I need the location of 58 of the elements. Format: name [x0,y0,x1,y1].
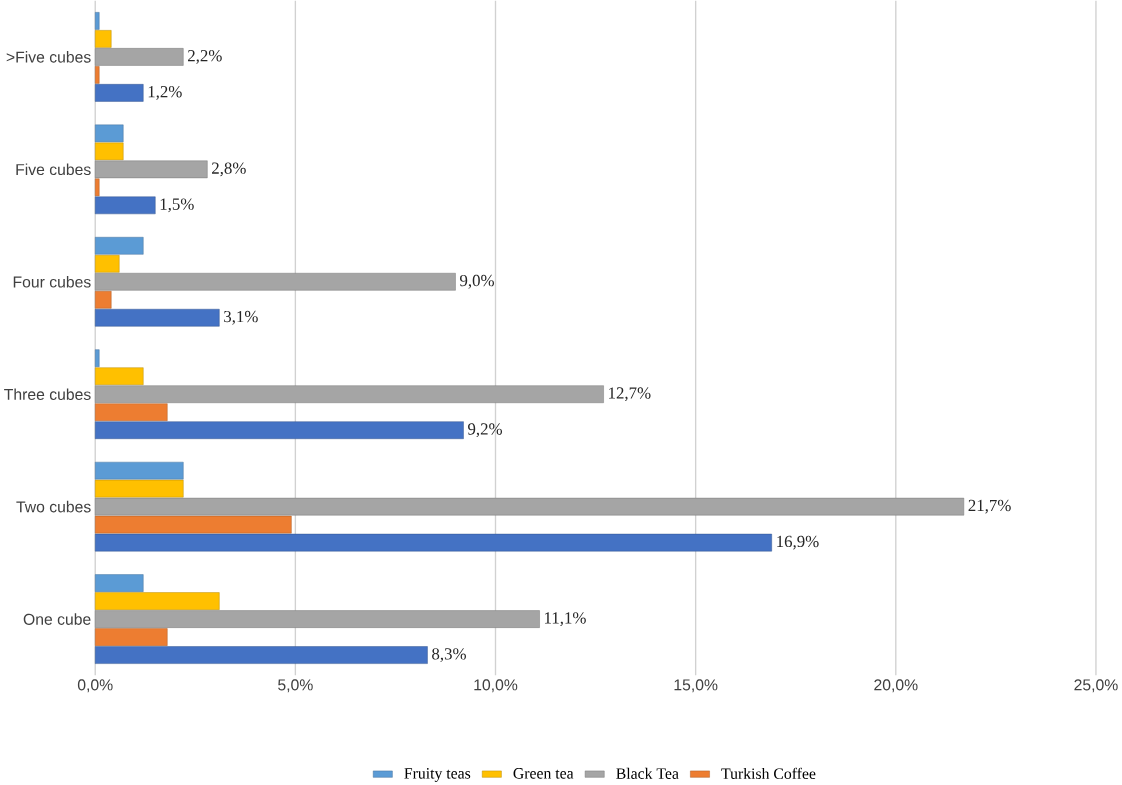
bar [94,367,144,385]
bar [94,178,100,197]
bar [94,48,184,66]
bar [94,592,220,610]
bar [94,574,144,592]
x-tick-label: 0,0% [77,679,113,693]
bar [94,628,168,646]
bar [94,308,220,327]
bar [94,196,156,215]
data-label: 11,1% [545,612,586,626]
x-tick-label: 20,0% [874,679,918,693]
bar [94,237,144,255]
legend-label: Black Tea [616,767,679,779]
x-tick-label: 25,0% [1074,679,1118,693]
legend-label: Turkish Coffee [721,767,816,779]
bar [94,533,772,552]
data-label: 3,1% [224,310,258,325]
data-label: 2,2% [188,49,222,64]
data-label: 8,3% [432,648,466,662]
bar [94,124,124,143]
data-label: 16,9% [777,535,819,550]
bar [94,403,168,421]
x-tick-label: 5,0% [278,679,313,693]
y-tick-label: One cube [23,613,91,625]
y-tick-label: Two cubes [16,500,91,513]
bar [94,160,208,179]
data-label: 21,7% [968,499,1011,514]
data-label: 12,7% [609,387,651,402]
bar [94,255,120,273]
x-tick-label: 10,0% [474,679,518,693]
bar [94,610,540,628]
data-label: 1,5% [160,198,194,213]
x-tick-label: 15,0% [674,679,718,693]
legend-label: Green tea [513,768,574,779]
bar [94,515,292,534]
bar [94,421,464,439]
y-tick-label: Five cubes [16,163,91,176]
bar [94,479,184,498]
data-label: 9,2% [468,423,503,438]
y-tick-label: Three cubes [4,388,91,400]
data-label: 1,2% [148,85,182,100]
y-tick-label: Four cubes [13,275,91,288]
bar [94,142,124,161]
data-label: 2,8% [212,162,246,177]
bar [94,290,112,309]
bar [94,385,604,403]
legend-label: Fruity teas [404,768,471,782]
bar [94,66,100,84]
y-tick-label: >Five cubes [6,51,91,63]
bar [94,30,112,48]
bar [94,646,428,664]
bar [94,273,456,291]
bar [94,84,144,102]
bar [94,497,965,516]
bar [94,349,100,368]
data-label: 9,0% [460,274,495,289]
bar [94,461,184,480]
bar [94,12,100,30]
